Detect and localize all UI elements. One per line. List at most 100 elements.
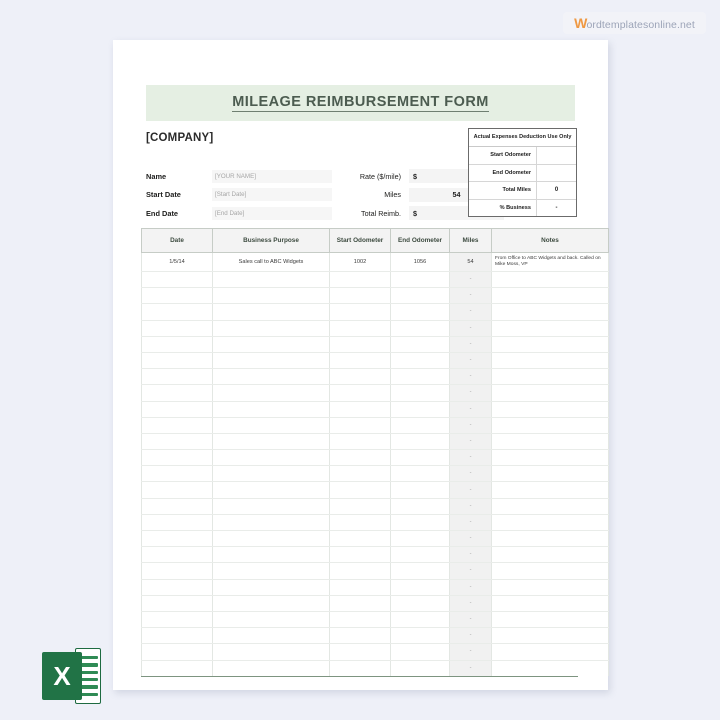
cell-start-odometer[interactable] bbox=[329, 303, 391, 321]
cell-date[interactable] bbox=[141, 433, 213, 451]
cell-business-purpose[interactable] bbox=[212, 627, 330, 645]
cell-date[interactable] bbox=[141, 336, 213, 353]
cell-date[interactable] bbox=[141, 465, 213, 483]
cell-date[interactable] bbox=[141, 384, 213, 402]
cell-notes[interactable] bbox=[491, 336, 609, 353]
cell-end-odometer[interactable] bbox=[390, 303, 450, 321]
cell-end-odometer[interactable] bbox=[390, 579, 450, 596]
cell-end-odometer[interactable] bbox=[390, 530, 450, 548]
cell-business-purpose[interactable] bbox=[212, 417, 330, 434]
cell-end-odometer[interactable] bbox=[390, 562, 450, 580]
cell-start-odometer[interactable] bbox=[329, 384, 391, 402]
cell-start-odometer[interactable] bbox=[329, 530, 391, 548]
cell-end-odometer[interactable] bbox=[390, 611, 450, 629]
cell-end-odometer[interactable] bbox=[390, 384, 450, 402]
cell-end-odometer[interactable] bbox=[390, 287, 450, 305]
cell-notes[interactable] bbox=[491, 611, 609, 629]
cell-date[interactable] bbox=[141, 611, 213, 629]
cell-miles[interactable]: - bbox=[449, 352, 492, 370]
col-header-date[interactable]: Date bbox=[141, 228, 213, 253]
cell-start-odometer[interactable] bbox=[329, 546, 391, 564]
cell-miles[interactable]: - bbox=[449, 627, 492, 645]
cell-end-odometer[interactable] bbox=[390, 449, 450, 467]
cell-notes[interactable] bbox=[491, 498, 609, 515]
cell-business-purpose[interactable] bbox=[212, 611, 330, 629]
cell-business-purpose[interactable] bbox=[212, 336, 330, 353]
cell-business-purpose[interactable] bbox=[212, 271, 330, 289]
cell-business-purpose[interactable] bbox=[212, 660, 330, 676]
cell-end-odometer[interactable] bbox=[390, 498, 450, 515]
cell-business-purpose[interactable] bbox=[212, 643, 330, 661]
cell-notes[interactable] bbox=[491, 433, 609, 451]
cell-start-odometer[interactable] bbox=[329, 417, 391, 434]
cell-date[interactable] bbox=[141, 546, 213, 564]
cell-start-odometer[interactable] bbox=[329, 481, 391, 499]
cell-start-odometer[interactable] bbox=[329, 595, 391, 612]
cell-end-odometer[interactable] bbox=[390, 481, 450, 499]
value-start-odometer[interactable] bbox=[537, 147, 576, 164]
cell-business-purpose[interactable] bbox=[212, 481, 330, 499]
cell-notes[interactable] bbox=[491, 579, 609, 596]
cell-business-purpose[interactable] bbox=[212, 368, 330, 386]
cell-start-odometer[interactable] bbox=[329, 352, 391, 370]
cell-notes[interactable] bbox=[491, 320, 609, 337]
cell-end-odometer[interactable] bbox=[390, 320, 450, 337]
cell-date[interactable] bbox=[141, 303, 213, 321]
cell-business-purpose[interactable] bbox=[212, 303, 330, 321]
cell-end-odometer[interactable] bbox=[390, 336, 450, 353]
cell-miles[interactable]: - bbox=[449, 401, 492, 418]
cell-date[interactable] bbox=[141, 530, 213, 548]
cell-business-purpose[interactable] bbox=[212, 384, 330, 402]
cell-start-odometer[interactable] bbox=[329, 562, 391, 580]
cell-date[interactable] bbox=[141, 579, 213, 596]
col-header-miles[interactable]: Miles bbox=[449, 228, 492, 253]
cell-end-odometer[interactable] bbox=[390, 643, 450, 661]
cell-business-purpose[interactable] bbox=[212, 546, 330, 564]
cell-business-purpose[interactable] bbox=[212, 352, 330, 370]
cell-miles[interactable]: - bbox=[449, 530, 492, 548]
cell-date[interactable] bbox=[141, 449, 213, 467]
cell-miles[interactable]: - bbox=[449, 498, 492, 515]
cell-miles[interactable]: - bbox=[449, 320, 492, 337]
cell-start-odometer[interactable] bbox=[329, 368, 391, 386]
cell-business-purpose[interactable] bbox=[212, 579, 330, 596]
cell-end-odometer[interactable] bbox=[390, 417, 450, 434]
cell-miles[interactable]: - bbox=[449, 660, 492, 676]
cell-start-odometer[interactable] bbox=[329, 627, 391, 645]
cell-business-purpose[interactable] bbox=[212, 562, 330, 580]
cell-miles[interactable]: - bbox=[449, 546, 492, 564]
value-end-odometer[interactable] bbox=[537, 165, 576, 182]
cell-end-odometer[interactable] bbox=[390, 595, 450, 612]
cell-notes[interactable] bbox=[491, 401, 609, 418]
cell-date[interactable] bbox=[141, 643, 213, 661]
input-name[interactable]: [YOUR NAME] bbox=[212, 169, 332, 183]
cell-date[interactable]: 1/5/14 bbox=[141, 252, 213, 272]
cell-notes[interactable] bbox=[491, 465, 609, 483]
cell-miles[interactable]: 54 bbox=[449, 252, 492, 272]
cell-start-odometer[interactable] bbox=[329, 433, 391, 451]
cell-start-odometer[interactable] bbox=[329, 287, 391, 305]
cell-business-purpose[interactable] bbox=[212, 465, 330, 483]
cell-start-odometer[interactable] bbox=[329, 514, 391, 532]
cell-miles[interactable]: - bbox=[449, 579, 492, 596]
cell-business-purpose[interactable] bbox=[212, 514, 330, 532]
cell-miles[interactable]: - bbox=[449, 514, 492, 532]
cell-date[interactable] bbox=[141, 401, 213, 418]
cell-notes[interactable] bbox=[491, 271, 609, 289]
col-header-start-odometer[interactable]: Start Odometer bbox=[329, 228, 391, 253]
cell-date[interactable] bbox=[141, 352, 213, 370]
company-name-field[interactable]: [COMPANY] bbox=[146, 132, 214, 144]
cell-notes[interactable] bbox=[491, 481, 609, 499]
cell-miles[interactable]: - bbox=[449, 433, 492, 451]
cell-miles[interactable]: - bbox=[449, 465, 492, 483]
cell-notes[interactable] bbox=[491, 660, 609, 676]
cell-business-purpose[interactable] bbox=[212, 498, 330, 515]
cell-date[interactable] bbox=[141, 287, 213, 305]
cell-start-odometer[interactable] bbox=[329, 498, 391, 515]
cell-business-purpose[interactable] bbox=[212, 320, 330, 337]
cell-miles[interactable]: - bbox=[449, 481, 492, 499]
cell-miles[interactable]: - bbox=[449, 303, 492, 321]
col-header-business-purpose[interactable]: Business Purpose bbox=[212, 228, 330, 253]
cell-notes[interactable] bbox=[491, 595, 609, 612]
cell-miles[interactable]: - bbox=[449, 271, 492, 289]
